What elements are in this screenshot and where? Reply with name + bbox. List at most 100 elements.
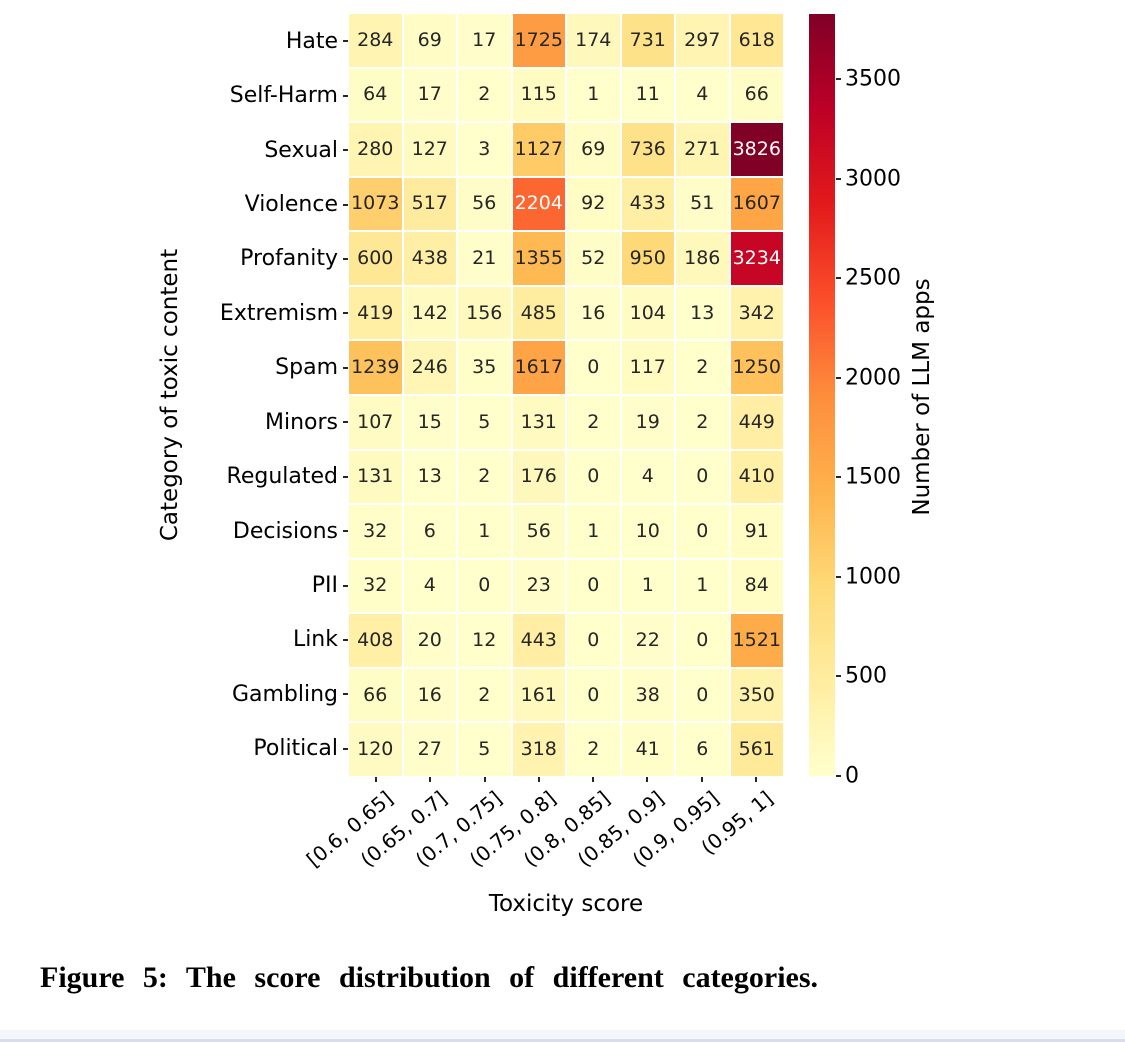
heatmap-cell: 186	[676, 232, 729, 285]
heatmap-cell: 3826	[730, 123, 783, 176]
heatmap-cell: 1073	[349, 177, 402, 231]
heatmap-cell: 485	[512, 286, 565, 340]
heatmap-cell: 38	[621, 668, 674, 722]
heatmap-cell: 5	[458, 723, 511, 776]
heatmap-cell: 66	[730, 68, 783, 122]
x-tick-mark	[429, 777, 432, 782]
y-tick-mark	[343, 747, 348, 750]
heatmap-cell: 2204	[512, 177, 565, 231]
heatmap-cell: 1607	[730, 177, 783, 231]
heatmap-cell: 408	[349, 614, 402, 667]
y-tick-label: Violence	[244, 191, 338, 217]
heatmap-cell: 20	[403, 614, 456, 667]
heatmap-cell: 56	[458, 177, 511, 231]
colorbar-tick-label: 0	[845, 763, 859, 789]
colorbar-tick-label: 3000	[845, 166, 901, 191]
heatmap-cell: 2	[567, 723, 620, 776]
y-tick-label: Political	[253, 736, 338, 762]
heatmap-cell: 3	[458, 123, 511, 176]
y-tick-label: Regulated	[226, 464, 338, 490]
y-tick-mark	[343, 257, 348, 260]
heatmap-cell: 5	[458, 396, 511, 449]
colorbar-tick-label: 1500	[845, 464, 901, 490]
heatmap-cell: 32	[349, 559, 402, 613]
x-tick-mark	[592, 777, 595, 782]
heatmap-cell: 23	[512, 559, 565, 613]
next-section-top-edge	[0, 1030, 1125, 1042]
heatmap-cell: 127	[403, 123, 456, 176]
heatmap-cell: 410	[730, 450, 783, 504]
heatmap-cell: 156	[458, 286, 511, 340]
heatmap-cell: 284	[349, 14, 402, 67]
heatmap-cell: 736	[621, 123, 674, 176]
colorbar-tick-mark	[836, 675, 841, 678]
heatmap-cell: 4	[621, 450, 674, 504]
y-tick-mark	[343, 203, 348, 206]
heatmap-cell: 32	[349, 505, 402, 558]
heatmap-cell: 84	[730, 559, 783, 613]
y-tick-label: Profanity	[240, 246, 338, 272]
x-tick-mark	[700, 777, 703, 782]
y-tick-label: Spam	[275, 355, 338, 381]
heatmap-cell: 35	[458, 341, 511, 394]
heatmap-cell: 2	[458, 450, 511, 504]
y-tick-mark	[343, 475, 348, 478]
y-tick-label: Decisions	[232, 518, 338, 544]
heatmap-cell: 12	[458, 614, 511, 667]
heatmap-cell: 0	[676, 614, 729, 667]
heatmap-grid: 284 69 17 1725 174 731 297 618 64 17 2 115 1 11 4 66 280…	[349, 14, 783, 776]
heatmap-cell: 2	[458, 68, 511, 122]
heatmap-cell: 1355	[512, 232, 565, 285]
colorbar-tick-label: 500	[845, 663, 887, 689]
colorbar-tick-label: 1000	[845, 564, 901, 590]
heatmap-cell: 11	[621, 68, 674, 122]
heatmap-cell: 10	[621, 505, 674, 558]
x-tick-mark	[646, 777, 649, 782]
heatmap-cell: 350	[730, 668, 783, 722]
y-axis-tick-labels: Hate Self-Harm Sexual Violence Profanity Extr…	[0, 14, 338, 776]
heatmap-cell: 117	[621, 341, 674, 394]
heatmap-cell: 419	[349, 286, 402, 340]
heatmap-cell: 438	[403, 232, 456, 285]
y-tick-mark	[343, 312, 348, 315]
y-tick-mark	[343, 94, 348, 97]
heatmap-cell: 561	[730, 723, 783, 776]
colorbar-tick-mark	[836, 277, 841, 280]
heatmap-cell: 1	[621, 559, 674, 613]
heatmap-cell: 2	[676, 341, 729, 394]
heatmap-cell: 1	[676, 559, 729, 613]
colorbar-tick-mark	[836, 77, 841, 80]
heatmap-cell: 13	[676, 286, 729, 340]
y-tick-label: Sexual	[264, 137, 338, 163]
heatmap-cell: 176	[512, 450, 565, 504]
heatmap-cell: 618	[730, 14, 783, 67]
x-tick-mark	[754, 777, 757, 782]
heatmap-cell: 56	[512, 505, 565, 558]
heatmap-cell: 6	[403, 505, 456, 558]
heatmap-cell: 1250	[730, 341, 783, 394]
heatmap-cell: 66	[349, 668, 402, 722]
heatmap-cell: 2	[567, 396, 620, 449]
heatmap-cell: 27	[403, 723, 456, 776]
heatmap-cell: 92	[567, 177, 620, 231]
heatmap-cell: 4	[676, 68, 729, 122]
figure-caption: Figure 5: The score distribution of diff…	[40, 961, 1110, 995]
heatmap-cell: 0	[567, 559, 620, 613]
y-tick-label: Gambling	[231, 681, 338, 707]
heatmap-cell: 19	[621, 396, 674, 449]
heatmap-cell: 342	[730, 286, 783, 340]
y-tick-label: Hate	[285, 28, 338, 54]
heatmap-cell: 280	[349, 123, 402, 176]
heatmap-cell: 174	[567, 14, 620, 67]
heatmap-cell: 142	[403, 286, 456, 340]
heatmap-cell: 443	[512, 614, 565, 667]
heatmap-cell: 69	[403, 14, 456, 67]
heatmap-cell: 0	[676, 450, 729, 504]
heatmap-cell: 115	[512, 68, 565, 122]
heatmap-cell: 297	[676, 14, 729, 67]
colorbar-tick-mark	[836, 775, 841, 777]
colorbar-tick-label: 3500	[845, 66, 901, 92]
heatmap-cell: 16	[403, 668, 456, 722]
heatmap-cell: 91	[730, 505, 783, 558]
heatmap-cell: 1127	[512, 123, 565, 176]
